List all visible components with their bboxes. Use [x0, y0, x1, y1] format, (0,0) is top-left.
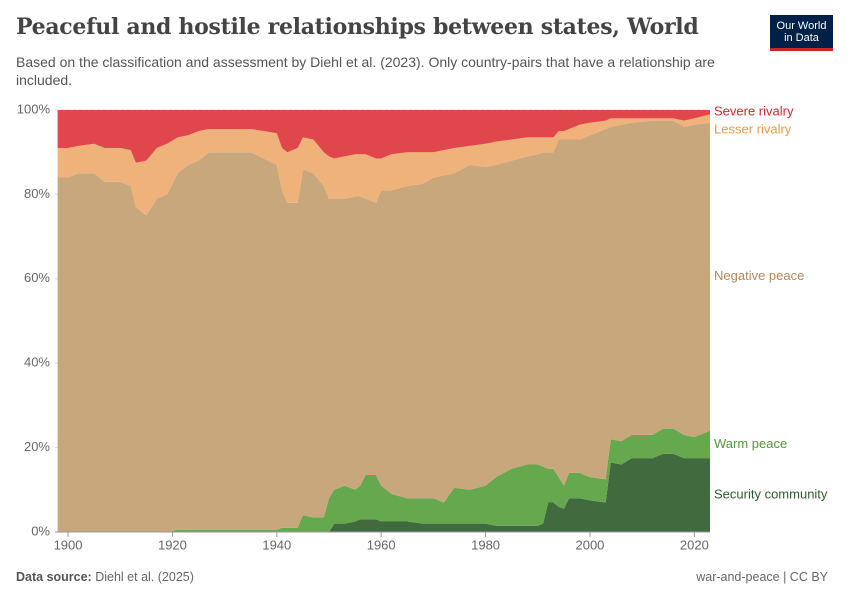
area [57, 428, 711, 532]
x-tick-label: 2020 [680, 537, 709, 552]
chart-subtitle: Based on the classification and assessme… [16, 54, 715, 88]
y-tick-label: 60% [24, 270, 50, 285]
area [57, 114, 711, 216]
area [57, 453, 711, 532]
y-tick-label: 80% [24, 186, 50, 201]
logo-line: Our World [776, 20, 827, 32]
source-label: Data source: [16, 570, 92, 584]
area [57, 110, 711, 163]
logo[interactable]: Our World in Data [770, 15, 833, 51]
legend-label: Lesser rivalry [714, 122, 792, 137]
legend-label: Severe rivalry [714, 104, 794, 119]
chart-title: Peaceful and hostile relationships betwe… [16, 14, 699, 40]
source: Data source: Diehl et al. (2025) [16, 570, 194, 584]
y-tick-label: 100% [17, 101, 51, 116]
x-tick-label: 1900 [54, 537, 83, 552]
legend-label: Warm peace [714, 436, 787, 451]
x-tick-label: 1960 [367, 537, 396, 552]
legend-label: Security community [714, 487, 828, 502]
y-tick-label: 20% [24, 439, 50, 454]
source-text: Diehl et al. (2025) [95, 570, 194, 584]
y-tick-label: 40% [24, 355, 50, 370]
x-tick-label: 2000 [575, 537, 604, 552]
x-tick-label: 1920 [158, 537, 187, 552]
license: war-and-peace | CC BY [696, 570, 828, 584]
x-tick-label: 1980 [471, 537, 500, 552]
legend-label: Negative peace [714, 268, 804, 283]
y-tick-label: 0% [31, 523, 50, 538]
logo-line: in Data [784, 32, 819, 44]
x-tick-label: 1940 [262, 537, 291, 552]
area [57, 120, 711, 532]
